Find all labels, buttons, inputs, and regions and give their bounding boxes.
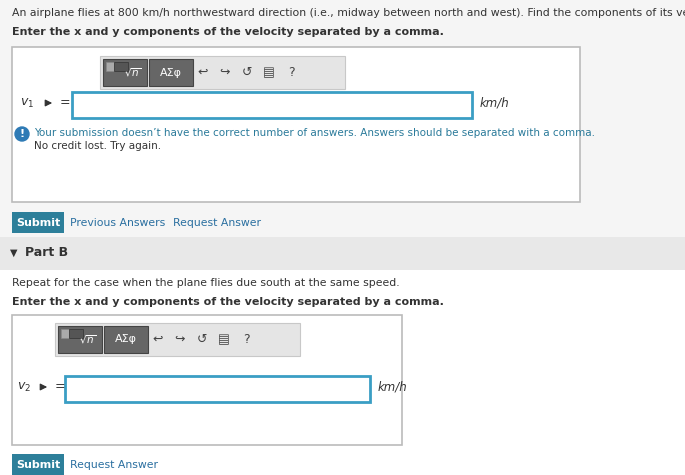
Text: ↩: ↩ (198, 66, 208, 79)
Bar (12, 212, 64, 233)
Text: Repeat for the case when the plane flies due south at the same speed.: Repeat for the case when the plane flies… (12, 278, 399, 288)
Circle shape (15, 127, 29, 141)
Text: ▤: ▤ (218, 333, 230, 346)
Text: Enter the x and y components of the velocity separated by a comma.: Enter the x and y components of the velo… (12, 27, 444, 37)
Bar (103, 59, 147, 86)
Bar (104, 326, 148, 353)
Bar (0, 237, 685, 270)
Bar (69, 329, 83, 338)
Text: $v_2$: $v_2$ (17, 380, 31, 394)
Bar (61, 329, 69, 338)
Text: =: = (55, 380, 66, 393)
Text: ↺: ↺ (197, 333, 208, 346)
Text: km/h: km/h (480, 96, 510, 110)
Text: ?: ? (242, 333, 249, 346)
Bar (12, 315, 402, 445)
Text: ↺: ↺ (242, 66, 252, 79)
Text: An airplane flies at 800 km/h northwestward direction (i.e., midway between nort: An airplane flies at 800 km/h northwestw… (12, 8, 685, 18)
Text: Enter the x and y components of the velocity separated by a comma.: Enter the x and y components of the velo… (12, 297, 444, 307)
Text: $v_1$: $v_1$ (20, 96, 34, 110)
Bar (65, 376, 370, 402)
Text: Previous Answers: Previous Answers (70, 218, 165, 228)
Text: ↪: ↪ (220, 66, 230, 79)
Text: Submit: Submit (16, 459, 60, 469)
Bar (12, 454, 64, 475)
Text: Request Answer: Request Answer (173, 218, 261, 228)
Text: Part B: Part B (25, 247, 68, 259)
Text: AΣφ: AΣφ (115, 334, 137, 344)
Text: AΣφ: AΣφ (160, 67, 182, 77)
Text: $\sqrt{n}$: $\sqrt{n}$ (79, 333, 97, 346)
Text: ↩: ↩ (153, 333, 163, 346)
Bar (12, 47, 580, 202)
Bar (58, 326, 102, 353)
Bar (0, 270, 685, 475)
Text: =: = (60, 96, 71, 110)
Text: ?: ? (288, 66, 295, 79)
Text: ↪: ↪ (175, 333, 185, 346)
Text: $\sqrt{n}$: $\sqrt{n}$ (124, 66, 142, 79)
Bar (100, 56, 345, 89)
Bar (72, 92, 472, 118)
Text: Request Answer: Request Answer (70, 459, 158, 469)
Text: !: ! (19, 129, 25, 139)
Bar (149, 59, 193, 86)
Bar (106, 62, 114, 71)
Text: ▤: ▤ (263, 66, 275, 79)
Bar (114, 62, 128, 71)
Bar (55, 323, 300, 356)
Text: km/h: km/h (378, 380, 408, 393)
Text: No credit lost. Try again.: No credit lost. Try again. (34, 141, 161, 151)
Bar (0, 0, 685, 237)
Text: Your submission doesn’t have the correct number of answers. Answers should be se: Your submission doesn’t have the correct… (34, 128, 595, 138)
Text: Submit: Submit (16, 218, 60, 228)
Text: ▼: ▼ (10, 248, 18, 258)
